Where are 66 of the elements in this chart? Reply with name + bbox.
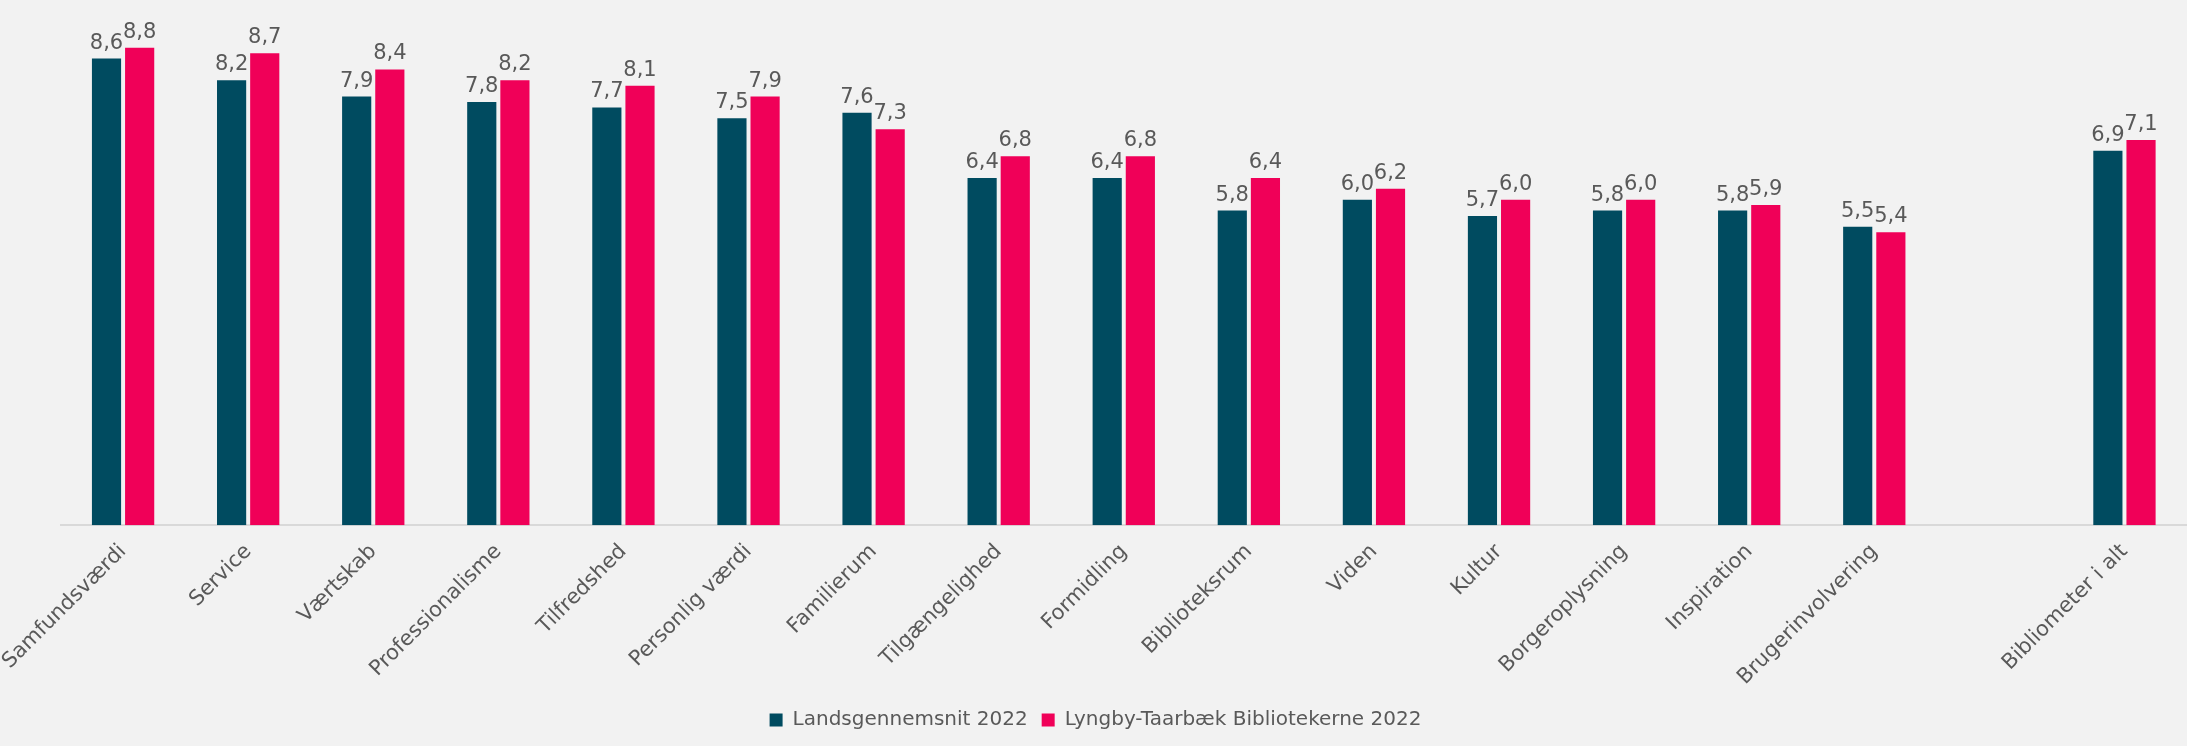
data-label: 5,8 xyxy=(1715,181,1750,206)
data-label: 6,0 xyxy=(1623,170,1658,195)
data-label: 7,9 xyxy=(339,67,374,92)
data-label: 5,8 xyxy=(1590,181,1625,206)
data-label: 8,7 xyxy=(248,24,282,49)
data-label: 7,8 xyxy=(465,72,499,97)
bar xyxy=(1876,232,1906,526)
data-label: 8,6 xyxy=(89,29,124,54)
data-label: 8,2 xyxy=(214,51,249,76)
bar xyxy=(250,53,280,526)
bar xyxy=(1092,177,1122,526)
data-label: 7,3 xyxy=(873,100,907,125)
bar xyxy=(1626,199,1656,526)
bar xyxy=(467,102,497,526)
data-label: 6,4 xyxy=(965,148,999,173)
data-label: 8,2 xyxy=(498,51,532,76)
data-label: 6,8 xyxy=(998,127,1032,152)
bar xyxy=(1843,226,1873,526)
data-label: 8,1 xyxy=(623,56,657,81)
data-label: 6,0 xyxy=(1498,170,1533,195)
data-label: 6,8 xyxy=(1123,127,1158,152)
bar xyxy=(2126,140,2156,526)
data-label: 6,2 xyxy=(1373,159,1408,184)
bar xyxy=(1250,177,1281,526)
bar xyxy=(1751,205,1781,526)
bar xyxy=(875,129,905,526)
bar xyxy=(592,107,622,526)
data-label: 6,4 xyxy=(1248,148,1283,173)
data-label: 8,4 xyxy=(373,40,407,65)
bar xyxy=(375,69,405,526)
legend-label: Landsgennemsnit 2022 xyxy=(792,706,1028,731)
bar xyxy=(625,85,655,526)
data-label: 6,0 xyxy=(1340,170,1375,195)
data-label: 6,9 xyxy=(2091,121,2125,146)
bar xyxy=(91,58,122,526)
bar xyxy=(500,80,530,526)
bar xyxy=(967,177,997,526)
bar xyxy=(1217,210,1247,526)
bar xyxy=(750,96,780,526)
bar xyxy=(1467,215,1498,526)
data-label: 8,8 xyxy=(122,18,157,43)
data-label: 5,5 xyxy=(1841,197,1875,222)
bar xyxy=(217,80,247,526)
bar xyxy=(1342,199,1372,526)
bar xyxy=(2093,150,2123,526)
data-label: 7,9 xyxy=(748,67,782,92)
data-label: 5,7 xyxy=(1465,186,1500,211)
data-label: 5,8 xyxy=(1215,181,1249,206)
bar xyxy=(342,96,372,526)
bar xyxy=(1125,156,1155,526)
bar xyxy=(1592,210,1623,526)
bar xyxy=(842,112,872,526)
data-label: 7,7 xyxy=(590,78,624,103)
bar xyxy=(125,47,155,526)
bar xyxy=(717,118,747,526)
bar xyxy=(1718,210,1748,526)
legend-label: Lyngby-Taarbæk Bibliotekerne 2022 xyxy=(1064,706,1422,731)
bar xyxy=(1375,188,1406,526)
bar xyxy=(1501,199,1531,526)
bar xyxy=(1000,156,1030,526)
data-label: 7,1 xyxy=(2124,110,2158,135)
data-label: 6,4 xyxy=(1090,148,1124,173)
data-label: 5,9 xyxy=(1749,176,1783,201)
data-label: 7,5 xyxy=(715,89,749,114)
data-label: 5,4 xyxy=(1874,203,1908,228)
data-label: 7,6 xyxy=(840,83,874,108)
